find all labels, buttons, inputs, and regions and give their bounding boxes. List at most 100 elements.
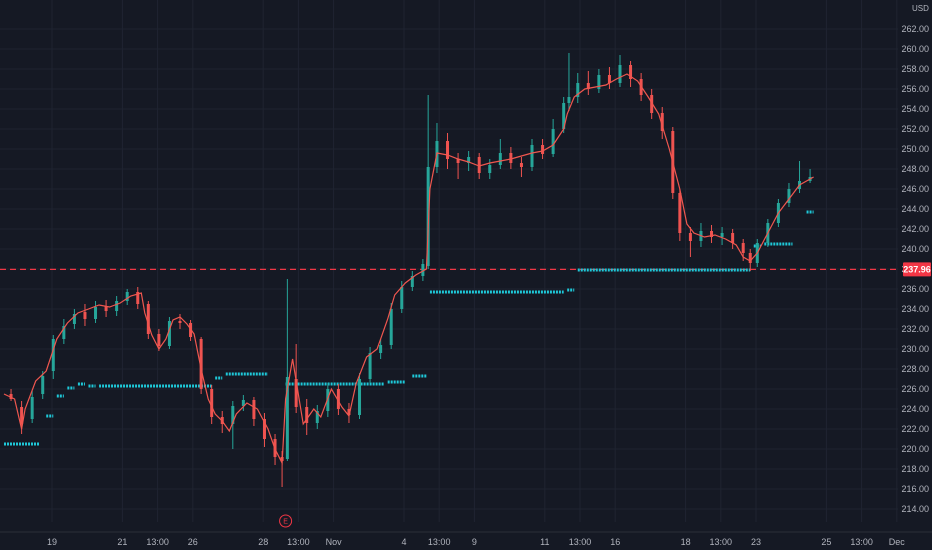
candle-body	[650, 95, 654, 113]
candle	[146, 301, 150, 339]
candle	[629, 61, 633, 87]
candle-body	[336, 389, 340, 409]
candle	[231, 401, 235, 449]
candle	[347, 403, 351, 423]
candle	[389, 303, 393, 349]
candle	[710, 225, 714, 243]
candle-body	[618, 65, 622, 83]
x-tick-label: 21	[117, 537, 127, 547]
candle-body	[20, 407, 24, 424]
candle-body	[136, 292, 140, 304]
reference-price-tag: 237.96	[903, 262, 931, 277]
candle-body	[30, 397, 34, 419]
y-tick-label: 248.00	[901, 164, 929, 174]
candle-body	[231, 406, 235, 424]
candle	[456, 153, 460, 179]
candle-body	[586, 83, 590, 89]
y-tick-label: 230.00	[901, 344, 929, 354]
candle-body	[358, 379, 362, 415]
candle	[41, 371, 45, 399]
x-tick-label: 13:00	[287, 537, 310, 547]
candle-body	[167, 321, 171, 346]
candle-body	[146, 304, 150, 334]
x-tick-label: 13:00	[710, 537, 733, 547]
candle-body	[660, 113, 664, 131]
candle	[83, 304, 87, 326]
earnings-marker[interactable]: E	[279, 514, 293, 528]
candle	[410, 271, 414, 291]
candle-body	[294, 379, 298, 407]
candle-body	[72, 314, 76, 324]
candle-body	[509, 153, 513, 163]
candle	[104, 300, 108, 317]
candle	[488, 159, 492, 179]
x-tick-label: 13:00	[569, 537, 592, 547]
candle-body	[379, 345, 383, 353]
candle-body	[421, 264, 425, 276]
y-tick-label: 218.00	[901, 464, 929, 474]
candle	[530, 139, 534, 171]
x-tick-label: 11	[540, 537, 549, 547]
candle-body	[688, 233, 692, 241]
candle-body	[530, 145, 534, 167]
candle	[241, 395, 245, 411]
candle	[576, 73, 580, 103]
candle	[607, 67, 611, 89]
candle	[178, 314, 182, 329]
y-tick-label: 220.00	[901, 444, 929, 454]
candle	[115, 296, 119, 316]
candle-body	[83, 312, 87, 319]
candle	[336, 384, 340, 415]
candle-body	[104, 306, 108, 311]
earnings-label: E	[283, 519, 288, 526]
candle	[597, 69, 601, 93]
candle-body	[285, 377, 289, 459]
y-tick-label: 240.00	[901, 244, 929, 254]
candle-body	[629, 65, 633, 79]
y-tick-label: 254.00	[901, 104, 929, 114]
candle-body	[51, 339, 55, 371]
candle-body	[410, 276, 414, 287]
price-tag-label: 237.96	[903, 264, 931, 274]
y-tick-label: 262.00	[901, 24, 929, 34]
candle-body	[562, 103, 566, 129]
candle	[125, 289, 129, 305]
candle-body	[567, 97, 571, 103]
candle-body	[199, 339, 203, 389]
candle	[51, 335, 55, 379]
candle-body	[41, 376, 45, 394]
x-axis[interactable]: 19 21 13:00 26 28 13:00 Nov 4 13:00 9 11 13:00 16 18 1…	[0, 531, 932, 550]
candle-body	[576, 83, 580, 97]
candle-body	[115, 301, 119, 311]
y-tick-label: 260.00	[901, 44, 929, 54]
candle	[435, 123, 439, 173]
earnings-circle	[279, 514, 293, 528]
candle-body	[157, 334, 161, 346]
candle	[808, 169, 812, 183]
candle	[210, 385, 214, 424]
candle-body	[368, 353, 372, 379]
candle-body	[519, 163, 523, 167]
candle	[252, 397, 256, 426]
price-tag-background	[903, 262, 931, 277]
candle	[509, 147, 513, 169]
x-tick-label: 13:00	[146, 537, 169, 547]
x-tick-label: 4	[401, 537, 406, 547]
candle-body	[607, 75, 611, 83]
candle	[798, 161, 802, 193]
y-axis[interactable]: 262.00 260.00 258.00 256.00 254.00 252.00 250.…	[898, 0, 932, 550]
candle-body	[315, 411, 319, 423]
candle-body	[62, 326, 66, 339]
candle-body	[498, 153, 502, 165]
x-tick-label: 9	[472, 537, 477, 547]
y-tick-label: 246.00	[901, 184, 929, 194]
candle-body	[252, 400, 256, 419]
x-tick-label: 19	[47, 537, 57, 547]
x-tick-label: 13:00	[850, 537, 873, 547]
candle	[421, 259, 425, 281]
candle-body	[210, 389, 214, 417]
candle	[94, 301, 98, 323]
candle	[379, 339, 383, 359]
